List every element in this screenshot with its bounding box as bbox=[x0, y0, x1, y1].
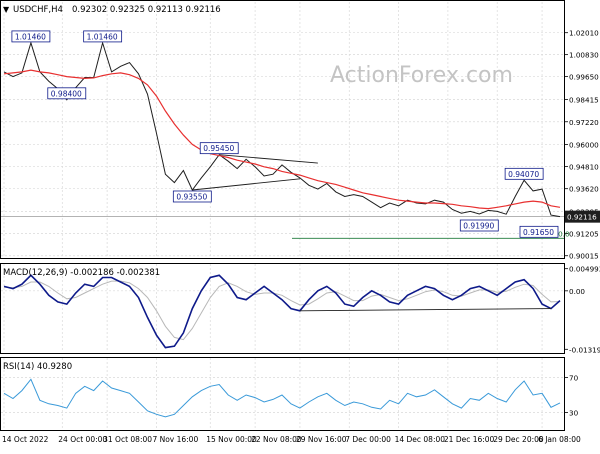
time-tick-label: 6 Jan 08:00 bbox=[538, 435, 581, 444]
current-price-label: 0.92116 bbox=[567, 213, 597, 222]
price-tick-label: 0.90015 bbox=[569, 252, 599, 261]
macd-signal-line bbox=[3, 280, 561, 341]
panel-frames bbox=[0, 0, 565, 431]
price-annotation-label: 0.98400 bbox=[51, 89, 82, 98]
price-annotation-label: 0.95450 bbox=[203, 144, 234, 153]
rsi-axis: 70 30 bbox=[564, 374, 579, 418]
price-tick-label: 1.02010 bbox=[569, 29, 599, 38]
time-tick-label: 14 Oct 2022 bbox=[2, 435, 49, 444]
macd-tick-label: 0.004993 bbox=[569, 265, 600, 274]
time-tick-label: 31 Oct 08:00 bbox=[103, 435, 152, 444]
price-tick-label: 0.98415 bbox=[569, 96, 599, 105]
rsi-series bbox=[3, 378, 561, 418]
time-tick-label: 24 Oct 00:00 bbox=[58, 435, 107, 444]
price-line bbox=[3, 41, 561, 218]
time-tick-label: 7 Nov 16:00 bbox=[152, 435, 198, 444]
trendline bbox=[219, 154, 318, 164]
price-annotation-label: 0.93550 bbox=[176, 192, 207, 201]
ohlc-label: 0.92302 0.92325 0.92113 0.92116 bbox=[72, 5, 221, 15]
price-series bbox=[3, 41, 561, 218]
price-tick-label: 0.91205 bbox=[569, 230, 599, 239]
trendline bbox=[192, 178, 300, 191]
time-tick-label: 7 Dec 00:00 bbox=[345, 435, 391, 444]
macd-tick-label: 0.00 bbox=[569, 287, 585, 296]
time-tick-label: 21 Dec 16:00 bbox=[444, 435, 495, 444]
price-annotation-box bbox=[172, 190, 212, 203]
price-annotation-label: 1.01460 bbox=[87, 32, 118, 41]
macd-main-line bbox=[3, 274, 561, 349]
symbol-label: USDCHF,H4 bbox=[13, 5, 63, 15]
price-annotation-label: 0.91650 bbox=[523, 228, 554, 237]
current-price-box bbox=[565, 210, 600, 223]
rsi-title: RSI(14) 40.9280 bbox=[3, 362, 72, 372]
rsi-tick-label: 30 bbox=[569, 409, 579, 418]
price-annotation-box bbox=[199, 142, 239, 155]
macd-trendline bbox=[299, 308, 552, 312]
rsi-tick-label: 70 bbox=[569, 374, 579, 383]
price-annotation-box bbox=[519, 225, 559, 238]
price-tick-label: 1.00830 bbox=[569, 51, 599, 60]
price-annotation-box bbox=[47, 87, 87, 100]
watermark: ActionForex.com bbox=[330, 63, 513, 88]
time-tick-label: 22 Nov 08:00 bbox=[251, 435, 302, 444]
macd-panel-frame bbox=[0, 263, 565, 354]
price-tick-label: 0.96000 bbox=[569, 140, 599, 149]
price-annotation-box bbox=[504, 167, 544, 180]
macd-axis: 0.004993 0.00 -0.013193 bbox=[564, 265, 600, 354]
price-panel-frame bbox=[0, 0, 565, 259]
price-annotation-box bbox=[83, 30, 123, 43]
price-annotation-label: 0.91990 bbox=[463, 221, 494, 230]
price-tick-label: 0.94810 bbox=[569, 163, 599, 172]
rsi-line bbox=[3, 378, 561, 418]
rsi-panel-frame bbox=[0, 357, 565, 431]
moving-average-line bbox=[3, 69, 561, 210]
time-tick-label: 29 Nov 16:00 bbox=[296, 435, 347, 444]
dropdown-triangle-icon[interactable]: ▼ bbox=[3, 5, 10, 14]
price-tick-label: 0.93620 bbox=[569, 185, 599, 194]
panel-headers: ▼ USDCHF,H4 0.92302 0.92325 0.92113 0.92… bbox=[3, 5, 221, 372]
price-tick-label: 0.97220 bbox=[569, 118, 599, 127]
price-annotation-box bbox=[459, 219, 499, 232]
time-tick-label: 29 Dec 20:00 bbox=[493, 435, 544, 444]
time-tick-label: 15 Nov 00:00 bbox=[206, 435, 257, 444]
macd-tick-label: -0.013193 bbox=[569, 345, 600, 354]
price-tick-label: 0.99650 bbox=[569, 73, 599, 82]
macd-title: MACD(12,26,9) -0.002186 -0.002381 bbox=[3, 268, 160, 278]
macd-series bbox=[3, 274, 561, 349]
price-annotation-label: 0.94070 bbox=[508, 170, 539, 179]
price-annotation-box bbox=[11, 30, 51, 43]
price-annotations: 1.01460 0.98400 1.01460 0.93550 0.95450 0.919… bbox=[11, 30, 559, 238]
price-annotation-label: 1.01460 bbox=[15, 32, 46, 41]
watermark-group: ActionForex.com bbox=[330, 63, 513, 88]
time-tick-label: 14 Dec 08:00 bbox=[395, 435, 446, 444]
